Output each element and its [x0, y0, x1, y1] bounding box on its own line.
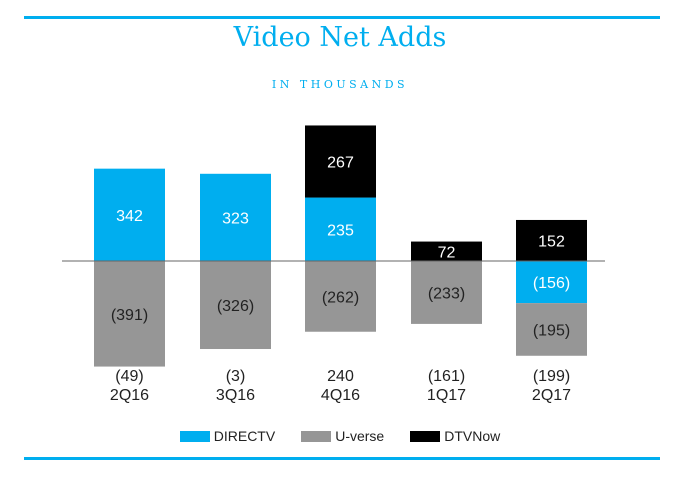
legend-label-directv: DIRECTV: [213, 428, 276, 444]
legend-label-uverse: U-verse: [335, 428, 385, 444]
data-label-uverse-2Q17: (195): [533, 322, 570, 339]
data-label-directv-2Q17: (156): [533, 275, 570, 292]
chart-title: Video Net Adds: [233, 22, 447, 53]
bar-uverse-3Q16: [200, 261, 271, 350]
bar-uverse-2Q17: [516, 303, 587, 356]
data-label-dtvnow-1Q17: 72: [438, 244, 456, 261]
top-rule: [24, 16, 660, 19]
data-label-uverse-2Q16: (391): [111, 307, 148, 324]
bottom-rule: [24, 457, 660, 460]
legend: DIRECTV U-verse DTVNow: [0, 428, 680, 444]
legend-swatch-dtvnow: [410, 430, 441, 442]
bar-uverse-2Q16: [94, 261, 165, 367]
total-label-1Q17: (161): [428, 368, 465, 385]
bar-uverse-1Q17: [411, 261, 482, 324]
data-label-uverse-1Q17: (233): [428, 285, 465, 302]
x-tick-label-3Q16: 3Q16: [216, 387, 255, 404]
bar-directv-3Q16: [200, 173, 271, 261]
data-label-uverse-3Q16: (326): [217, 298, 254, 315]
data-label-dtvnow-2Q17: 152: [538, 233, 565, 250]
x-tick-label-1Q17: 1Q17: [427, 387, 466, 404]
total-label-2Q17: (199): [533, 368, 570, 385]
x-tick-label-4Q16: 4Q16: [321, 387, 360, 404]
x-tick-label-2Q17: 2Q17: [532, 387, 571, 404]
bar-dtvnow-2Q17: [516, 219, 587, 261]
legend-swatch-directv: [179, 430, 210, 442]
legend-item-uverse: U-verse: [301, 428, 384, 444]
data-label-directv-2Q16: 342: [116, 208, 143, 225]
data-label-directv-4Q16: 235: [327, 222, 354, 239]
bar-dtvnow-4Q16: [305, 125, 376, 198]
legend-swatch-uverse: [301, 430, 332, 442]
bar-uverse-4Q16: [305, 261, 376, 332]
data-label-directv-3Q16: 323: [222, 210, 249, 227]
data-label-dtvnow-4Q16: 267: [327, 155, 354, 172]
data-label-uverse-4Q16: (262): [322, 289, 359, 306]
total-label-3Q16: (3): [226, 368, 246, 385]
total-label-2Q16: (49): [115, 368, 143, 385]
bar-directv-2Q17: [516, 261, 587, 304]
legend-item-directv: DIRECTV: [179, 428, 276, 444]
legend-item-dtvnow: DTVNow: [410, 428, 500, 444]
bar-directv-4Q16: [305, 197, 376, 261]
x-tick-label-2Q16: 2Q16: [110, 387, 149, 404]
legend-label-dtvnow: DTVNow: [444, 428, 501, 444]
bar-directv-2Q16: [94, 168, 165, 261]
total-label-4Q16: 240: [327, 368, 354, 385]
bar-dtvnow-1Q17: [411, 241, 482, 261]
chart-subtitle: IN THOUSANDS: [271, 78, 409, 91]
